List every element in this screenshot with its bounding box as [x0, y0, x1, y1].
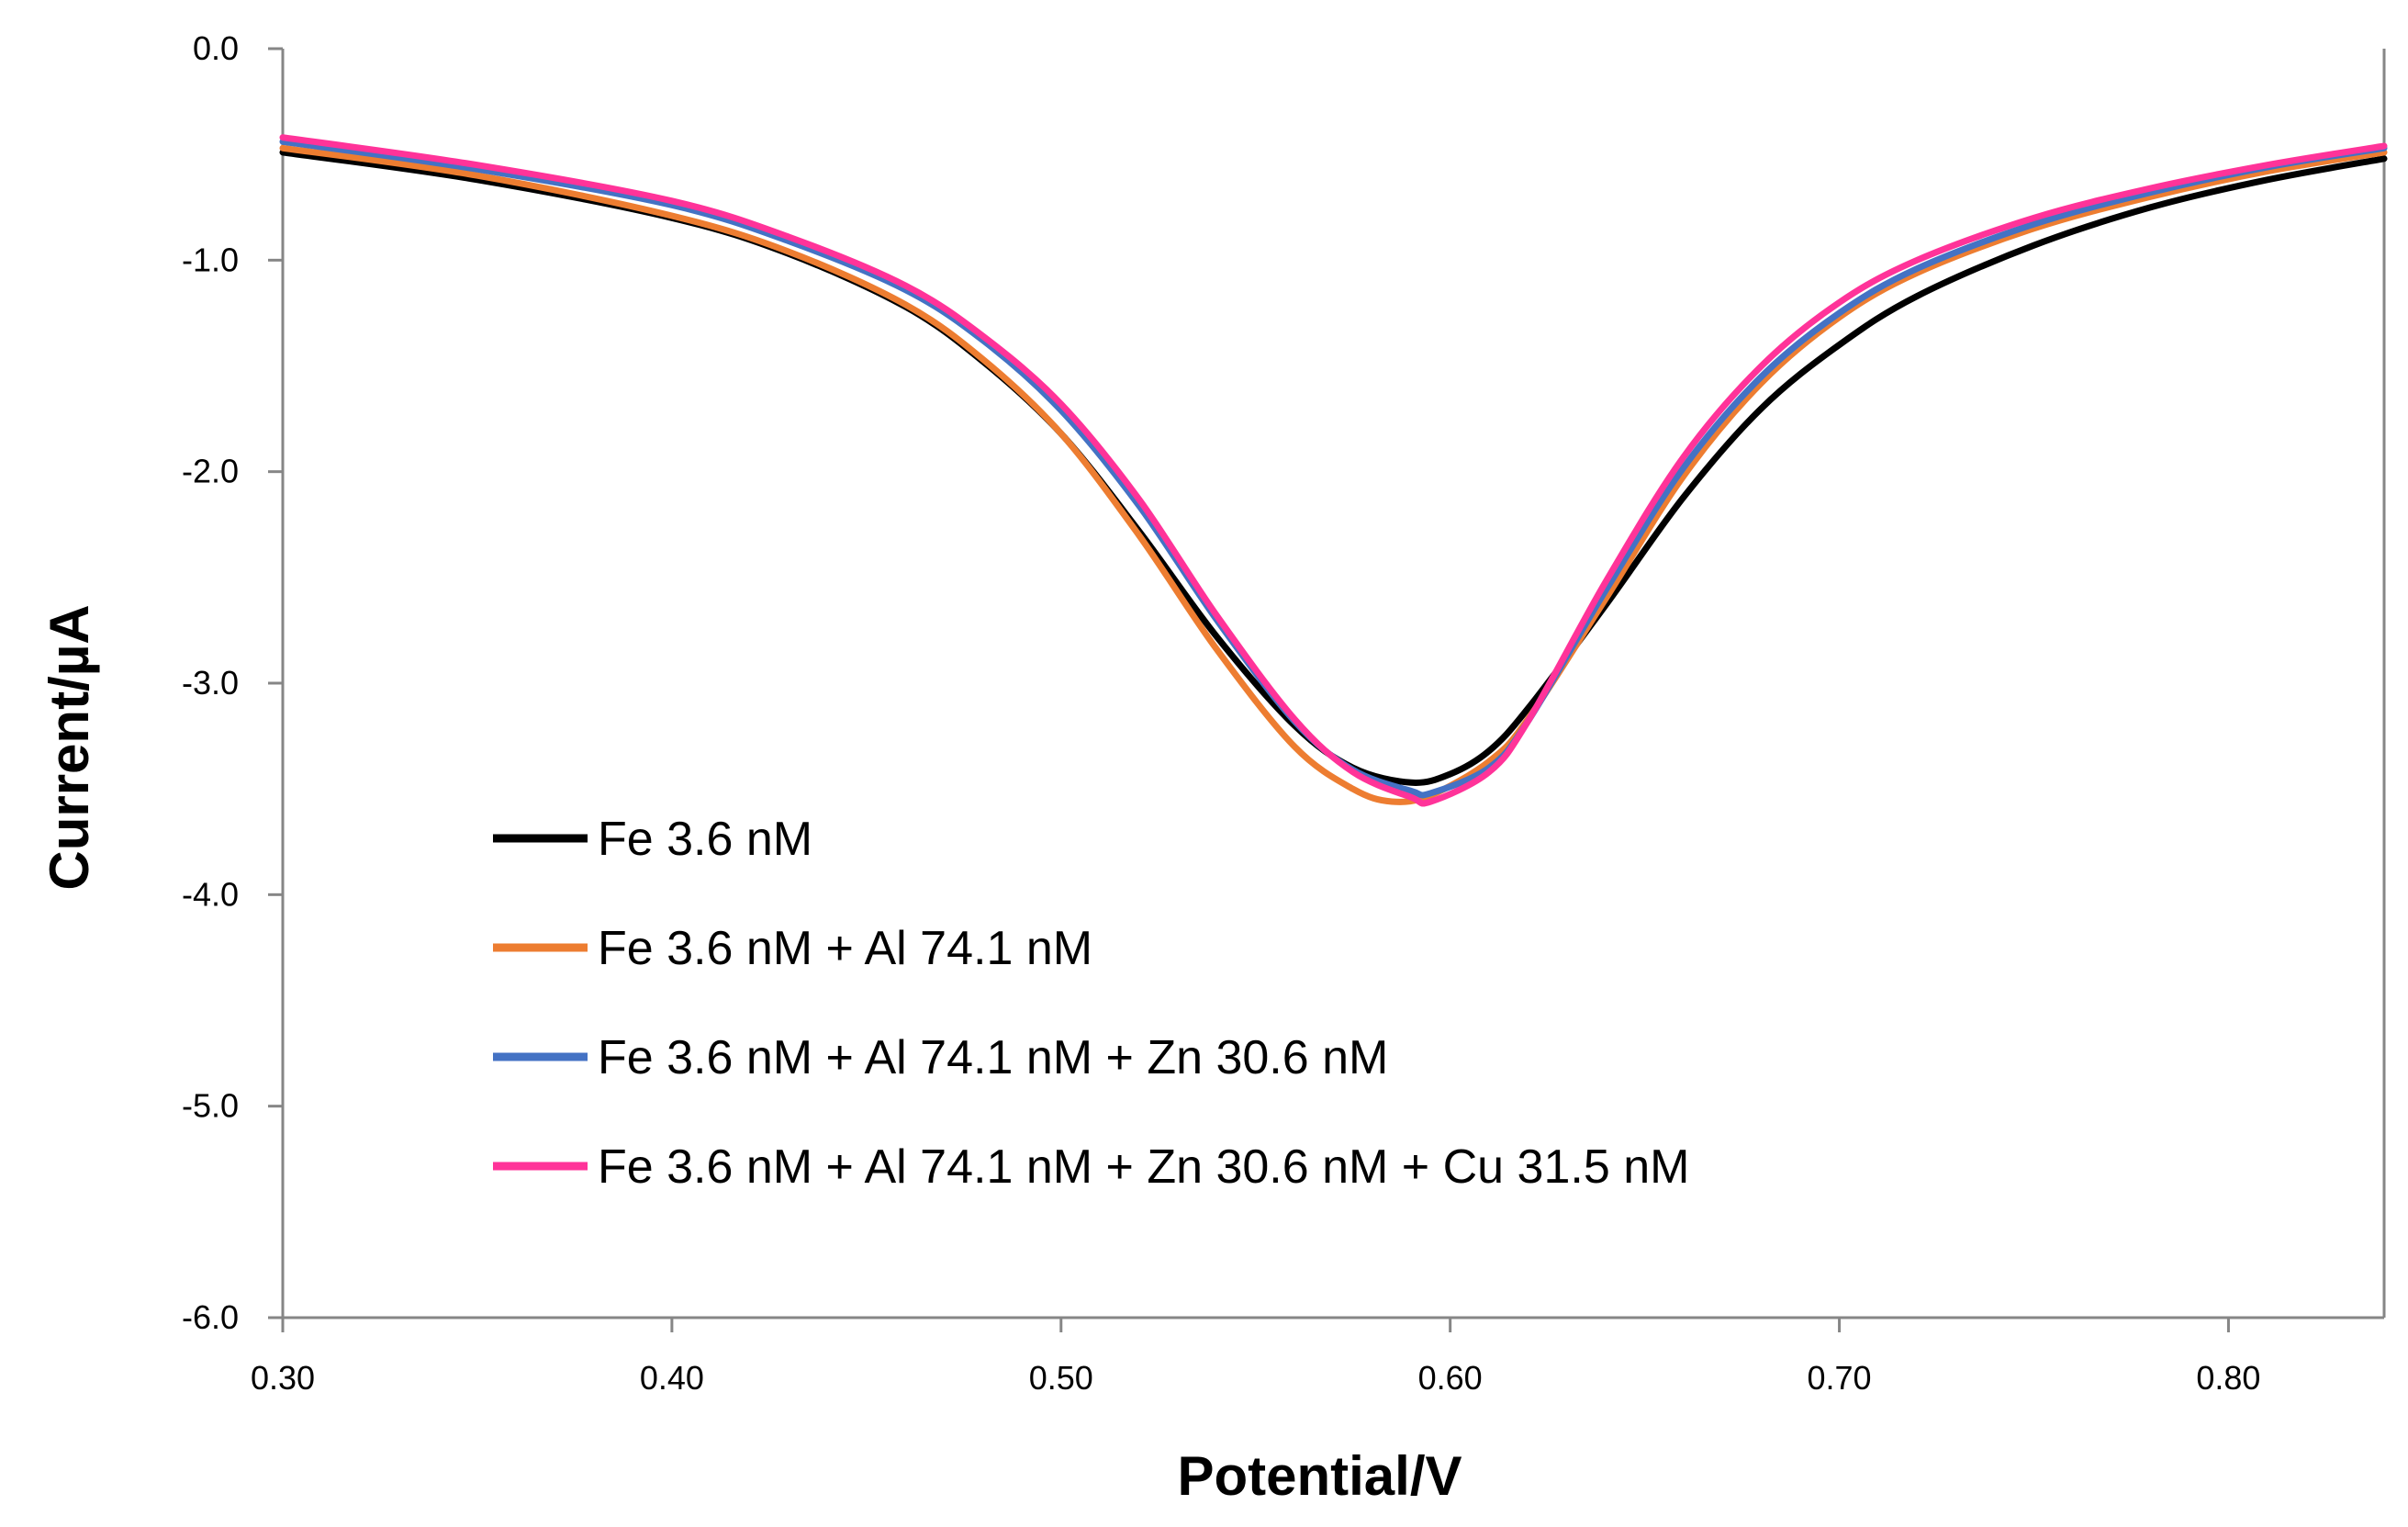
y-axis-title: Current/µA — [39, 604, 100, 890]
x-tick-label: 0.80 — [2196, 1359, 2260, 1397]
series-line-4 — [279, 134, 2388, 807]
y-tick-label: -5.0 — [182, 1087, 239, 1125]
series-line-2 — [279, 144, 2388, 805]
x-tick-label: 0.40 — [640, 1359, 704, 1397]
series-line-1 — [279, 149, 2388, 786]
legend-label: Fe 3.6 nM + Al 74.1 nM + Zn 30.6 nM — [598, 1031, 1388, 1084]
series-lines — [279, 134, 2388, 807]
legend-label: Fe 3.6 nM — [598, 813, 812, 866]
series-line-3 — [279, 138, 2388, 799]
y-tick-label: -4.0 — [182, 875, 239, 913]
x-tick-label: 0.70 — [1808, 1359, 1872, 1397]
legend-label: Fe 3.6 nM + Al 74.1 nM + Zn 30.6 nM + Cu… — [598, 1140, 1689, 1194]
y-tick-label: -3.0 — [182, 664, 239, 702]
y-tick-label: -6.0 — [182, 1298, 239, 1336]
y-tick-label: -1.0 — [182, 241, 239, 278]
legend-label: Fe 3.6 nM + Al 74.1 nM — [598, 922, 1092, 975]
x-tick-label: 0.30 — [251, 1359, 315, 1397]
plot-area — [281, 49, 2386, 1319]
y-tick-label: -2.0 — [182, 453, 239, 490]
x-axis-title: Potential/V — [1177, 1445, 1462, 1507]
legend: Fe 3.6 nM Fe 3.6 nM + Al 74.1 nM Fe 3.6 nM… — [493, 813, 1689, 1194]
x-tick-label: 0.60 — [1418, 1359, 1483, 1397]
x-tick-label: 0.50 — [1029, 1359, 1093, 1397]
x-axis-ticks: 0.30 0.40 0.50 0.60 0.70 0.80 — [251, 1318, 2260, 1397]
y-axis-ticks: 0.0 -1.0 -2.0 -3.0 -4.0 -5.0 -6.0 — [182, 29, 283, 1336]
y-tick-label: 0.0 — [193, 29, 239, 67]
